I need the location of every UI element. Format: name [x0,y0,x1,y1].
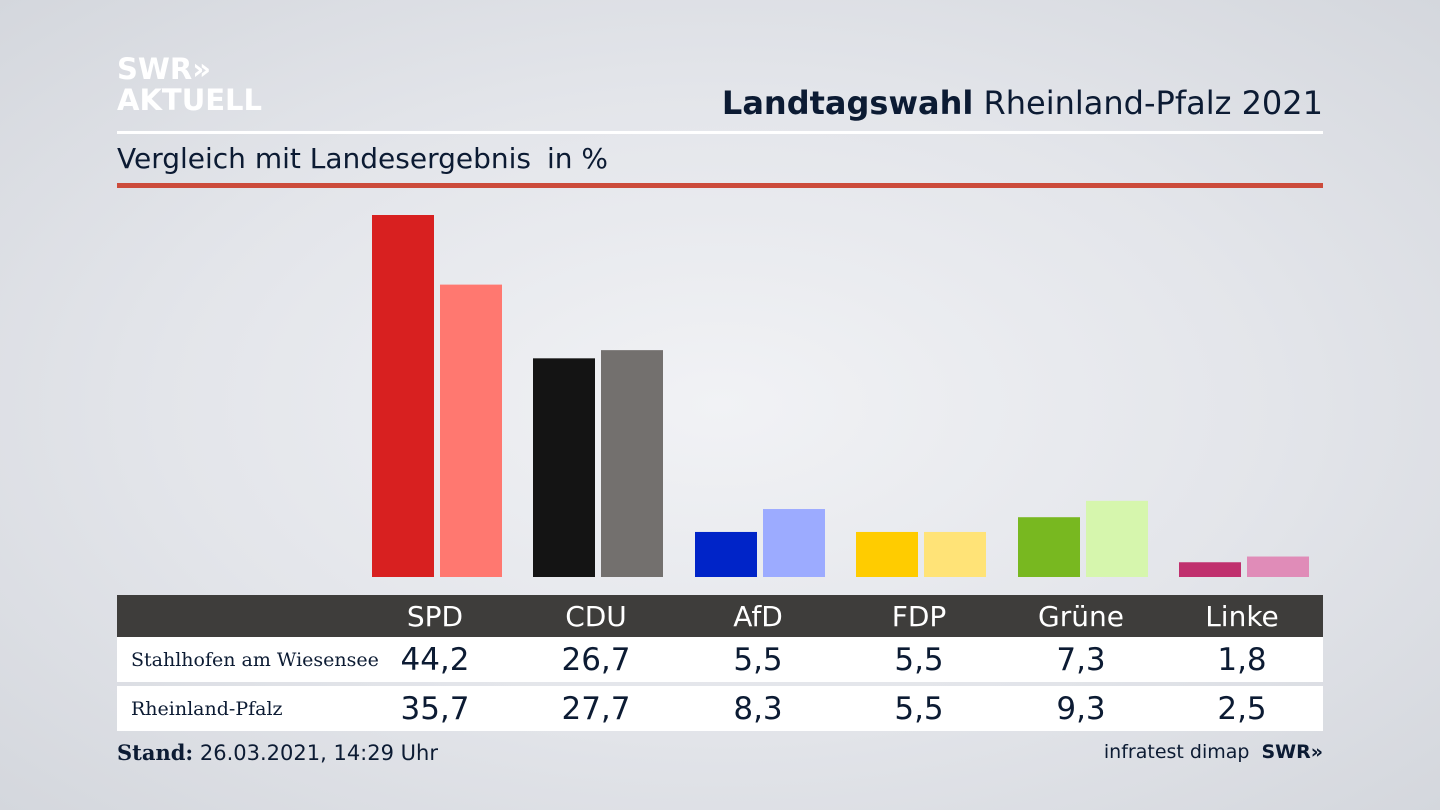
value-local-linke: 1,8 [1217,641,1267,678]
stand-value: 26.03.2021, 14:29 Uhr [199,741,438,765]
row-label-local: Stahlhofen am Wiesensee [131,648,379,671]
bar-gruene-local [1018,517,1080,577]
page-title: Landtagswahl Rheinland-Pfalz 2021 [722,84,1323,122]
row-label-state: Rheinland-Pfalz [131,697,283,720]
subtitle-divider [117,183,1323,188]
value-state-gruene: 9,3 [1056,690,1106,727]
value-state-spd: 35,7 [400,690,470,727]
bar-spd-state [440,284,502,577]
bar-cdu-local [533,358,595,577]
value-local-spd: 44,2 [400,641,470,678]
bar-afd-state [763,509,825,577]
bar-spd-local [372,215,434,577]
logo-line-2: AKTUELL [117,83,263,117]
party-header-afd: AfD [733,599,783,633]
bar-cdu-state [601,350,663,577]
value-state-afd: 8,3 [733,690,783,727]
bar-linke-state [1247,556,1309,577]
chart-subtitle: Vergleich mit Landesergebnis in % [117,142,608,175]
logo-line-1: SWR» [117,52,211,86]
value-state-linke: 2,5 [1217,690,1267,727]
subtitle-text: Vergleich mit Landesergebnis [117,142,531,175]
value-state-fdp: 5,5 [894,690,944,727]
party-header-spd: SPD [406,599,464,633]
title-rest: Rheinland-Pfalz 2021 [983,84,1323,122]
party-header-fdp: FDP [891,599,947,633]
value-local-afd: 5,5 [733,641,783,678]
bar-afd-local [695,531,757,577]
swr-logo-small: SWR» [1261,741,1323,763]
swr-aktuell-logo: SWR» AKTUELL [117,54,277,116]
header-divider [117,131,1323,134]
table-row: Rheinland-Pfalz 35,7 27,7 8,3 5,5 9,3 2,… [117,686,1323,731]
party-header-linke: Linke [1205,599,1279,633]
value-local-fdp: 5,5 [894,641,944,678]
value-local-cdu: 26,7 [561,641,631,678]
timestamp: Stand: 26.03.2021, 14:29 Uhr [117,740,438,765]
bar-fdp-state [924,531,986,577]
party-header-cdu: CDU [565,599,627,633]
bar-linke-local [1179,562,1241,577]
bar-gruene-state [1086,500,1148,577]
results-table: SPD CDU AfD FDP Grüne Linke Stahlhofen a… [117,595,1323,731]
party-header-gruene: Grüne [1038,599,1124,633]
value-local-gruene: 7,3 [1056,641,1106,678]
title-bold: Landtagswahl [721,84,974,122]
table-row: Stahlhofen am Wiesensee 44,2 26,7 5,5 5,… [117,637,1323,682]
source-credit: infratest dimap SWR» [1104,741,1323,763]
bar-fdp-local [856,531,918,577]
stand-label: Stand: [117,740,194,765]
source-text: infratest dimap [1103,741,1250,763]
value-state-cdu: 27,7 [561,690,631,727]
unit-label: in % [546,142,609,175]
table-header-row: SPD CDU AfD FDP Grüne Linke [117,595,1323,637]
bar-chart [372,215,1309,577]
